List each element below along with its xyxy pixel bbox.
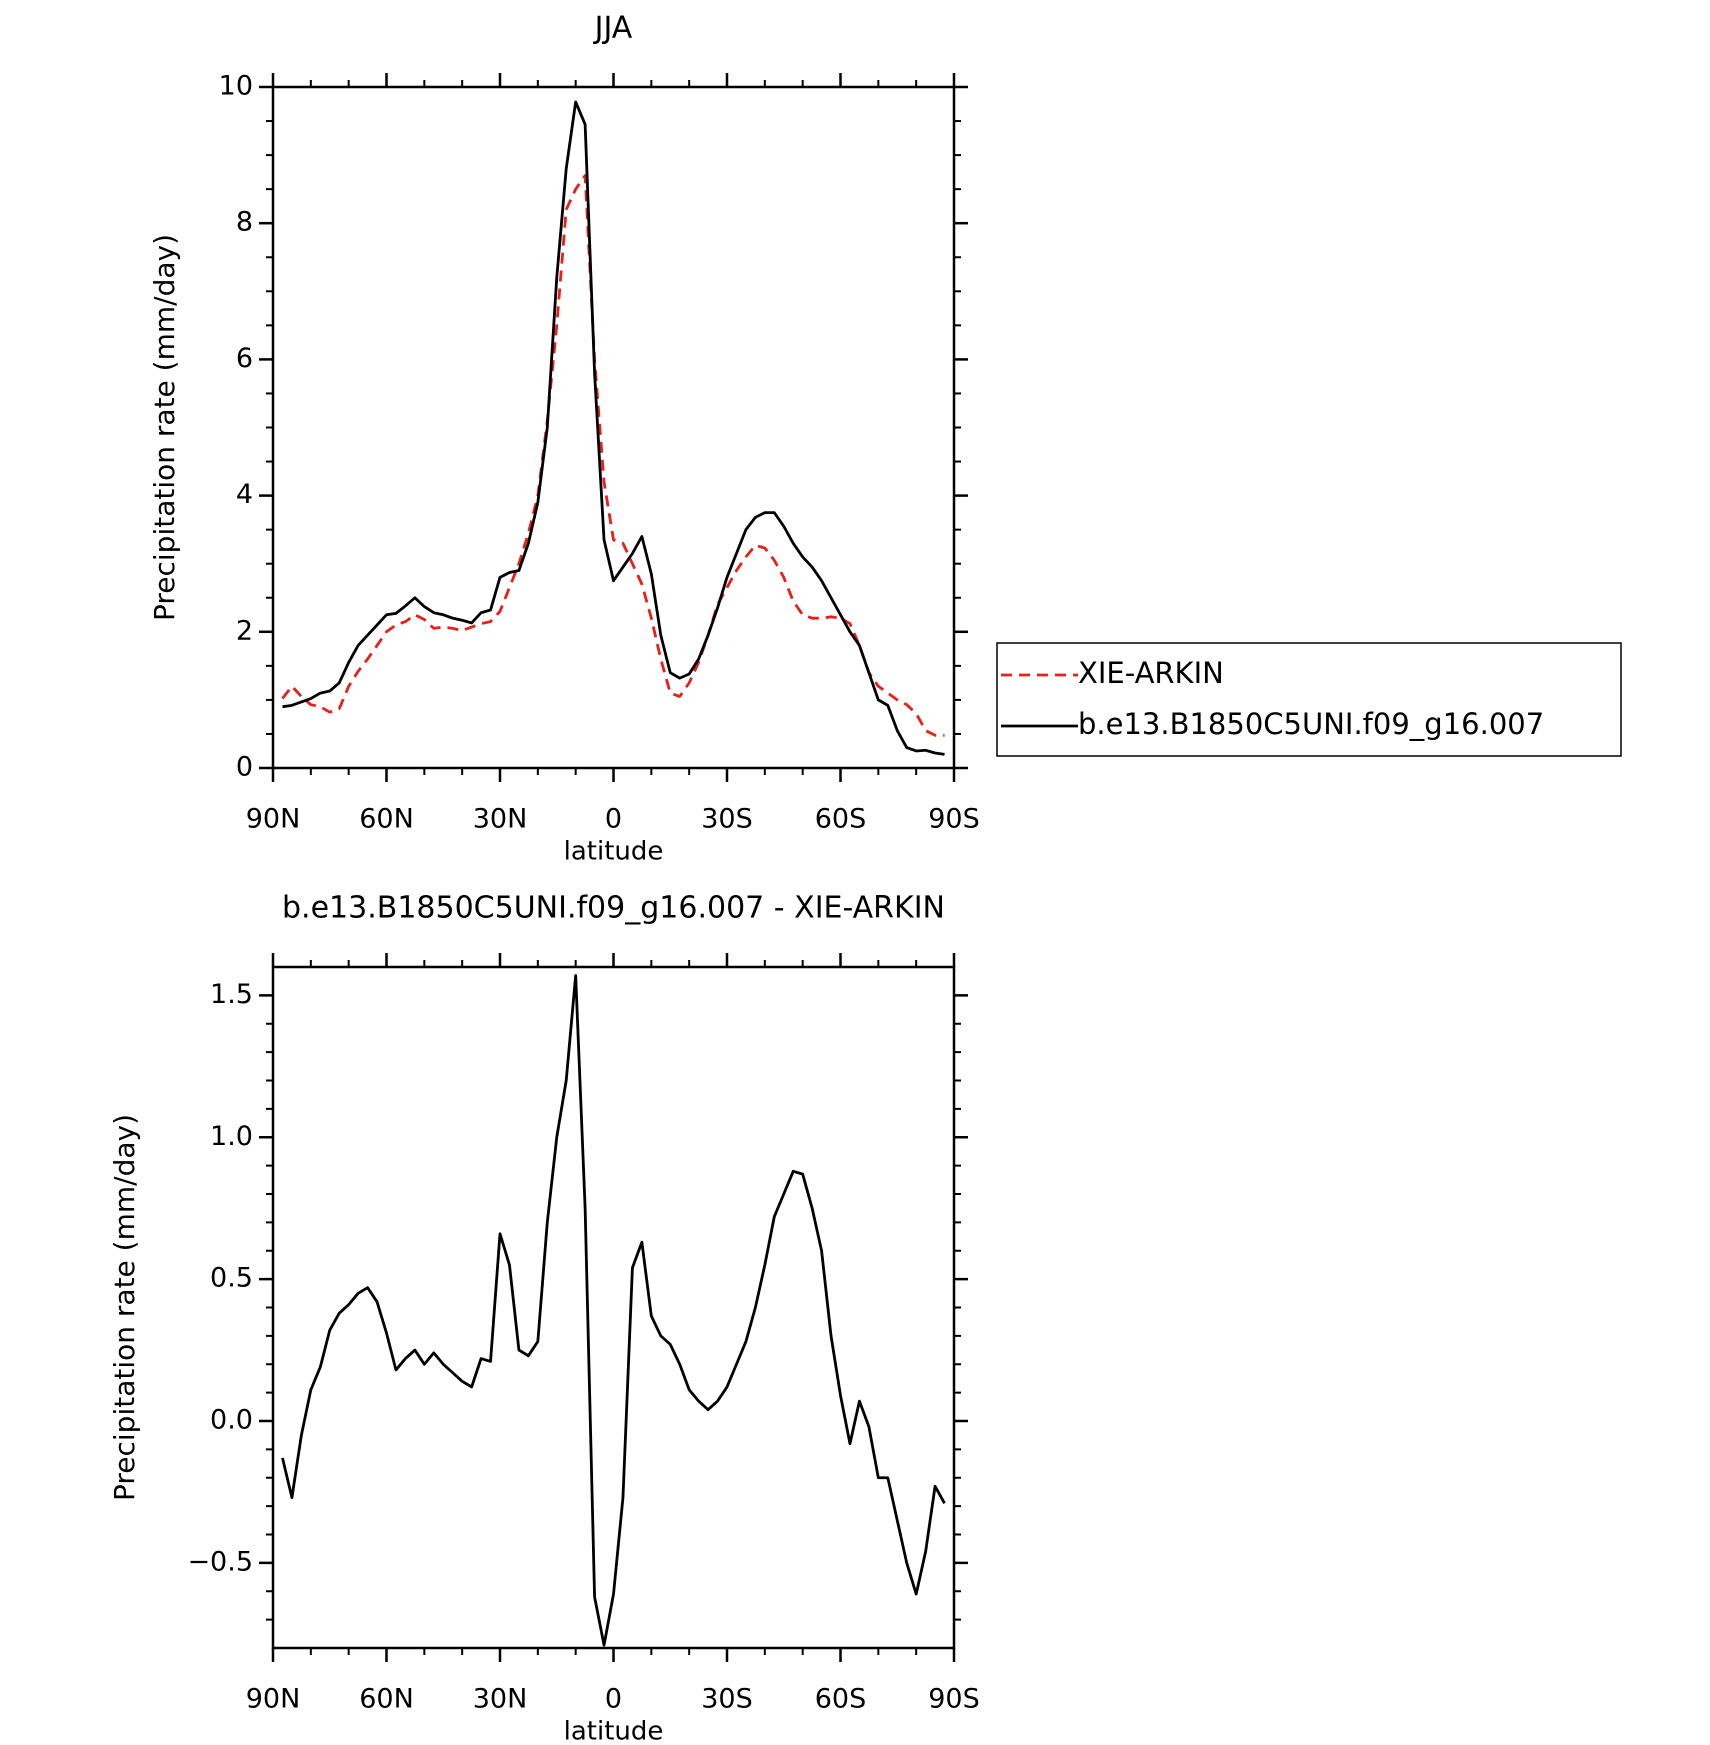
x-axis-label: latitude [564, 837, 664, 867]
data-line [282, 100, 945, 756]
x-tick-label: 30N [473, 1684, 528, 1715]
x-tick-label: 60S [815, 804, 867, 835]
legend-box [996, 642, 1622, 757]
y-tick-label: 4 [236, 479, 253, 510]
legend-label: b.e13.B1850C5UNI.f09_g16.007 [1078, 707, 1544, 741]
y-tick-label: 10 [219, 71, 253, 102]
x-tick-label: 90N [246, 804, 301, 835]
plot-frame [271, 85, 956, 770]
x-tick-label: 30S [701, 1684, 753, 1715]
data-line [281, 974, 946, 1647]
y-tick-label: 1.0 [210, 1121, 253, 1152]
y-axis-label: Precipitation rate (mm/day) [148, 234, 181, 621]
y-tick-label: 0 [236, 752, 253, 783]
x-tick-label: 90N [246, 1684, 301, 1715]
x-tick-label: 0 [605, 1684, 622, 1715]
data-line [281, 174, 945, 737]
chart-title: JJA [593, 11, 633, 46]
x-tick-label: 60S [815, 1684, 867, 1715]
y-tick-label: 1.5 [210, 979, 253, 1010]
legend-label: XIE-ARKIN [1078, 656, 1224, 690]
x-tick-label: 30N [473, 804, 528, 835]
y-axis-label: Precipitation rate (mm/day) [108, 1114, 141, 1501]
x-tick-label: 60N [359, 804, 414, 835]
y-tick-label: 6 [236, 343, 253, 374]
y-tick-label: −0.5 [187, 1546, 253, 1577]
x-tick-label: 30S [701, 804, 753, 835]
plot-frame [271, 965, 956, 1650]
x-tick-label: 0 [605, 804, 622, 835]
x-tick-label: 90S [928, 1684, 980, 1715]
y-tick-label: 8 [236, 207, 253, 238]
x-tick-label: 90S [928, 804, 980, 835]
chart-title: b.e13.B1850C5UNI.f09_g16.007 - XIE-ARKIN [282, 891, 945, 926]
x-axis-label: latitude [564, 1717, 664, 1745]
y-tick-label: 2 [236, 615, 253, 646]
y-tick-label: 0.0 [210, 1405, 253, 1436]
x-tick-label: 60N [359, 1684, 414, 1715]
y-tick-label: 0.5 [210, 1263, 253, 1294]
